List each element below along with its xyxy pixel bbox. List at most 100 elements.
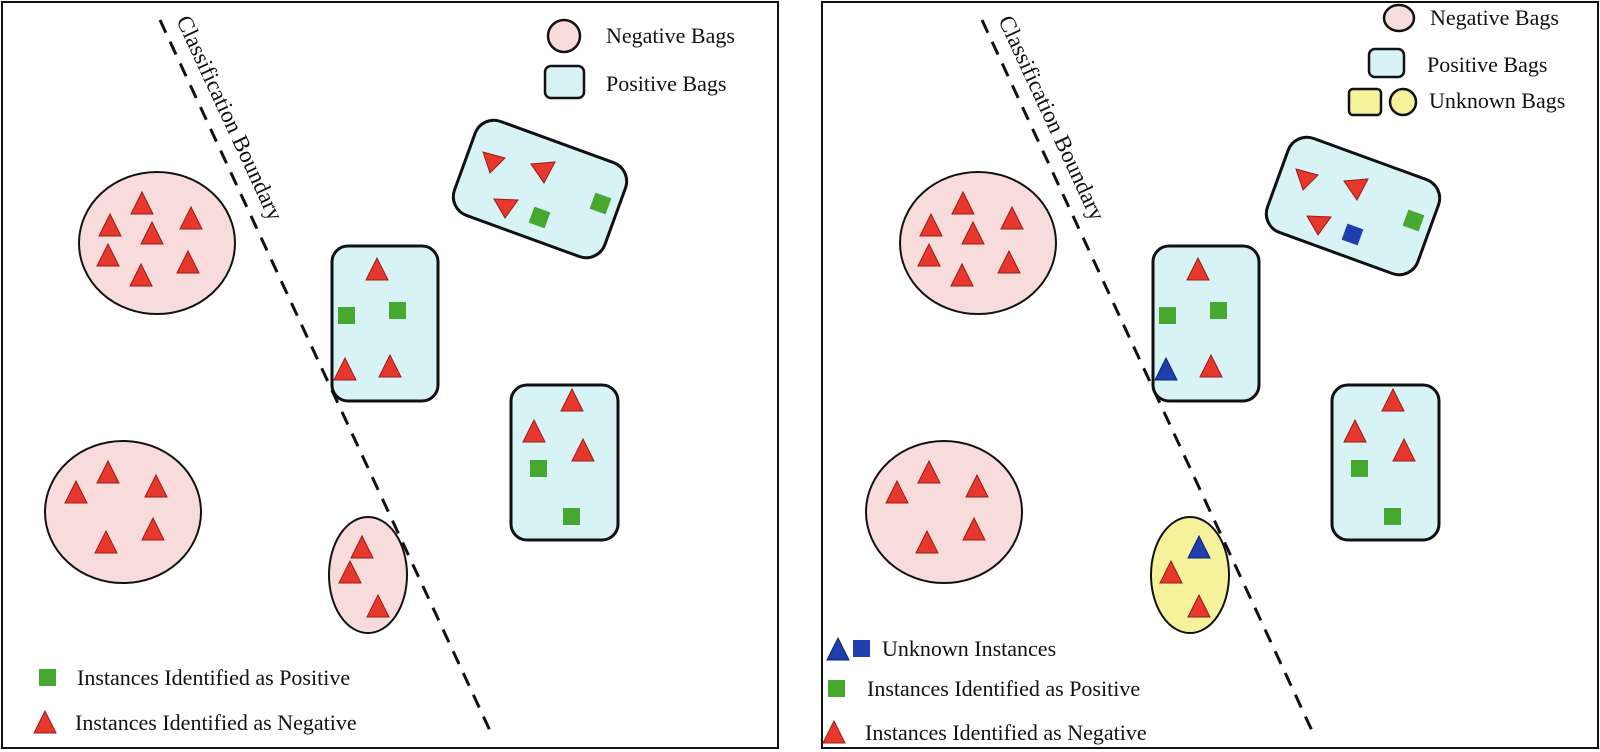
negative-instance: [1343, 178, 1369, 201]
negative-instance: [997, 249, 1021, 274]
negative-instance: [1381, 387, 1405, 412]
left-panel: Classification Boundary: [1, 1, 779, 749]
legend-top: Negative Bags Positive Bags: [543, 18, 735, 100]
negative-instance: [965, 473, 989, 498]
legend-top: Negative Bags Positive Bags Unknown Bags: [1347, 3, 1565, 117]
negative-instance: [1295, 168, 1319, 191]
negative-bag-shape: [328, 516, 408, 634]
negative-instance: [915, 529, 939, 554]
negative-instance: [917, 242, 941, 267]
negative-instance: [141, 516, 165, 541]
negative-bag: [44, 440, 202, 584]
negative-instance: [176, 249, 200, 274]
positive-instance: [338, 307, 355, 324]
right-panel: Classification Boundary: [821, 1, 1599, 749]
unknown-bag: [1150, 516, 1230, 634]
negative-instance: [1343, 418, 1367, 443]
negative-instance: [179, 205, 203, 230]
negative-instance-legend-icon: [33, 709, 57, 734]
negative-instance: [493, 198, 519, 219]
unknown-bag-legend-ellipse-icon: [1388, 87, 1418, 117]
positive-instance: [389, 302, 406, 319]
unknown-bag-shape: [1150, 516, 1230, 634]
legend-bottom: Instances Identified as Positive Instanc…: [33, 665, 357, 735]
unknown-instance-square-legend-icon: [853, 640, 870, 657]
positive-instance: [530, 460, 547, 477]
negative-instances-legend-label: Instances Identified as Negative: [865, 720, 1147, 745]
negative-bags-legend-label: Negative Bags: [1430, 5, 1559, 30]
negative-bags-legend-label: Negative Bags: [606, 23, 735, 48]
unknown-instances-legend-label: Unknown Instances: [882, 636, 1056, 661]
negative-instance: [129, 262, 153, 287]
negative-instance: [96, 459, 120, 484]
classification-boundary-line: [980, 19, 1316, 736]
positive-instance: [1159, 307, 1176, 324]
negative-instance: [140, 220, 164, 245]
negative-bag: [899, 171, 1057, 315]
unknown-instance: [1341, 223, 1364, 246]
unknown-bag-legend-square-icon: [1347, 87, 1383, 117]
negative-bag-shape: [44, 440, 202, 584]
legend-bottom: Unknown Instances Instances Identified a…: [822, 636, 1147, 745]
positive-bag: [451, 118, 629, 260]
negative-instance: [64, 479, 88, 504]
positive-instances-legend-label: Instances Identified as Positive: [77, 665, 350, 690]
positive-instance: [1351, 460, 1368, 477]
positive-bag-shape: [509, 383, 620, 542]
unknown-instance-triangle-legend-icon: [826, 636, 850, 661]
positive-bag: [1330, 383, 1441, 542]
negative-instance: [482, 151, 506, 174]
positive-bag: [330, 244, 440, 403]
negative-bag: [328, 516, 408, 634]
positive-bag-shape: [451, 118, 629, 260]
negative-instance: [94, 529, 118, 554]
negative-instance: [917, 459, 941, 484]
negative-bag-legend-icon: [1382, 3, 1416, 33]
negative-instance-legend-icon: [822, 719, 846, 744]
positive-instance-legend-icon: [39, 669, 56, 686]
negative-instance: [1306, 215, 1332, 236]
negative-instances-legend-label: Instances Identified as Negative: [75, 710, 357, 735]
negative-instance: [522, 418, 546, 443]
negative-bag-shape: [865, 440, 1023, 584]
negative-instance: [1187, 593, 1211, 618]
negative-instance: [98, 212, 122, 237]
negative-instance: [378, 353, 402, 378]
negative-instance: [1392, 437, 1416, 462]
positive-bag-shape: [1151, 244, 1261, 403]
negative-instance: [530, 161, 556, 184]
positive-bag: [1151, 244, 1261, 403]
positive-bag-shape: [1264, 135, 1442, 277]
negative-bag: [78, 171, 236, 315]
negative-instance: [1199, 353, 1223, 378]
positive-bag: [1264, 135, 1442, 277]
unknown-instance: [1187, 534, 1211, 559]
positive-instance-legend-icon: [828, 680, 845, 697]
negative-instance: [365, 256, 389, 281]
negative-instance: [144, 473, 168, 498]
negative-instance: [333, 356, 357, 381]
negative-instance: [96, 242, 120, 267]
positive-bags-legend-label: Positive Bags: [1427, 52, 1547, 77]
negative-instance: [571, 437, 595, 462]
negative-instance: [950, 262, 974, 287]
positive-instance: [563, 508, 580, 525]
negative-bag: [865, 440, 1023, 584]
negative-instance: [919, 212, 943, 237]
positive-bag: [509, 383, 620, 542]
classification-boundary-line: [158, 19, 494, 736]
negative-instance: [885, 479, 909, 504]
negative-instance: [961, 220, 985, 245]
positive-instances-legend-label: Instances Identified as Positive: [867, 676, 1140, 701]
negative-instance: [962, 516, 986, 541]
negative-instance: [1159, 559, 1183, 584]
negative-instance: [951, 190, 975, 215]
unknown-instance: [1154, 356, 1178, 381]
negative-bag-legend-icon: [546, 18, 582, 54]
negative-instance: [366, 593, 390, 618]
positive-instance: [589, 192, 612, 215]
positive-instance: [528, 206, 551, 229]
positive-bag-legend-icon: [543, 64, 586, 100]
positive-bags-legend-label: Positive Bags: [606, 71, 726, 96]
